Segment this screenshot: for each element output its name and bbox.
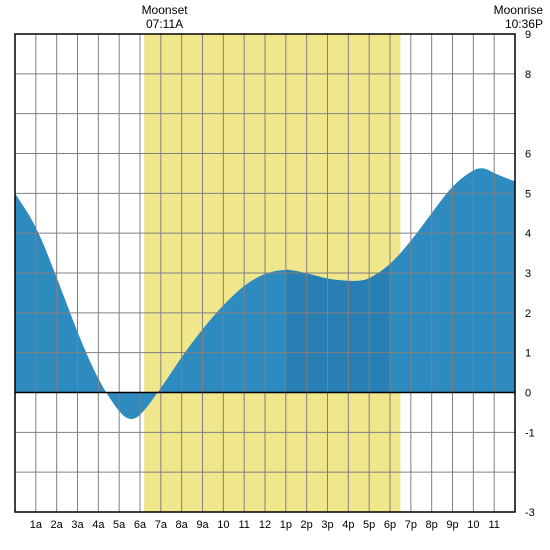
x-tick-label: 8p <box>426 519 438 531</box>
x-tick-label: 6p <box>384 519 396 531</box>
x-tick-label: 9p <box>446 519 458 531</box>
x-tick-label: 11 <box>238 519 249 531</box>
x-tick-label: 3p <box>321 519 333 531</box>
x-tick-label: 2p <box>301 519 313 531</box>
x-tick-label: 3a <box>71 519 84 531</box>
moonrise-label: Moonrise <box>494 3 544 17</box>
x-tick-label: 10 <box>467 519 479 531</box>
moonset-time: 07:11A <box>146 17 183 31</box>
moonset-label: Moonset <box>142 3 189 17</box>
x-tick-label: 9a <box>196 519 209 531</box>
x-tick-label: 5p <box>363 519 375 531</box>
x-tick-label: 11 <box>488 519 499 531</box>
x-tick-label: 5a <box>113 519 126 531</box>
y-tick-label: 1 <box>525 348 531 360</box>
moonrise-time: 10:36P <box>505 17 543 31</box>
x-tick-label: 4a <box>92 519 105 531</box>
y-tick-label: 2 <box>525 308 531 320</box>
y-tick-label: -3 <box>525 507 535 519</box>
y-tick-label: 4 <box>525 228 531 240</box>
x-tick-label: 12 <box>259 519 271 531</box>
y-tick-label: 8 <box>525 69 531 81</box>
x-tick-label: 8a <box>176 519 189 531</box>
y-tick-label: 6 <box>525 149 531 161</box>
chart-svg: 1a2a3a4a5a6a7a8a9a1011121p2p3p4p5p6p7p8p… <box>0 0 550 550</box>
x-tick-label: 7a <box>155 519 168 531</box>
x-tick-label: 2a <box>51 519 64 531</box>
x-tick-label: 7p <box>405 519 417 531</box>
y-tick-label: -1 <box>525 427 535 439</box>
tide-chart: 1a2a3a4a5a6a7a8a9a1011121p2p3p4p5p6p7p8p… <box>0 0 550 550</box>
x-tick-label: 1a <box>30 519 43 531</box>
tide-area-shade <box>286 265 390 392</box>
x-tick-label: 10 <box>217 519 229 531</box>
y-tick-label: 0 <box>525 388 531 400</box>
y-tick-label: 5 <box>525 188 531 200</box>
y-tick-label: 3 <box>525 268 531 280</box>
x-tick-label: 6a <box>134 519 147 531</box>
x-tick-label: 4p <box>342 519 354 531</box>
x-tick-label: 1p <box>280 519 292 531</box>
